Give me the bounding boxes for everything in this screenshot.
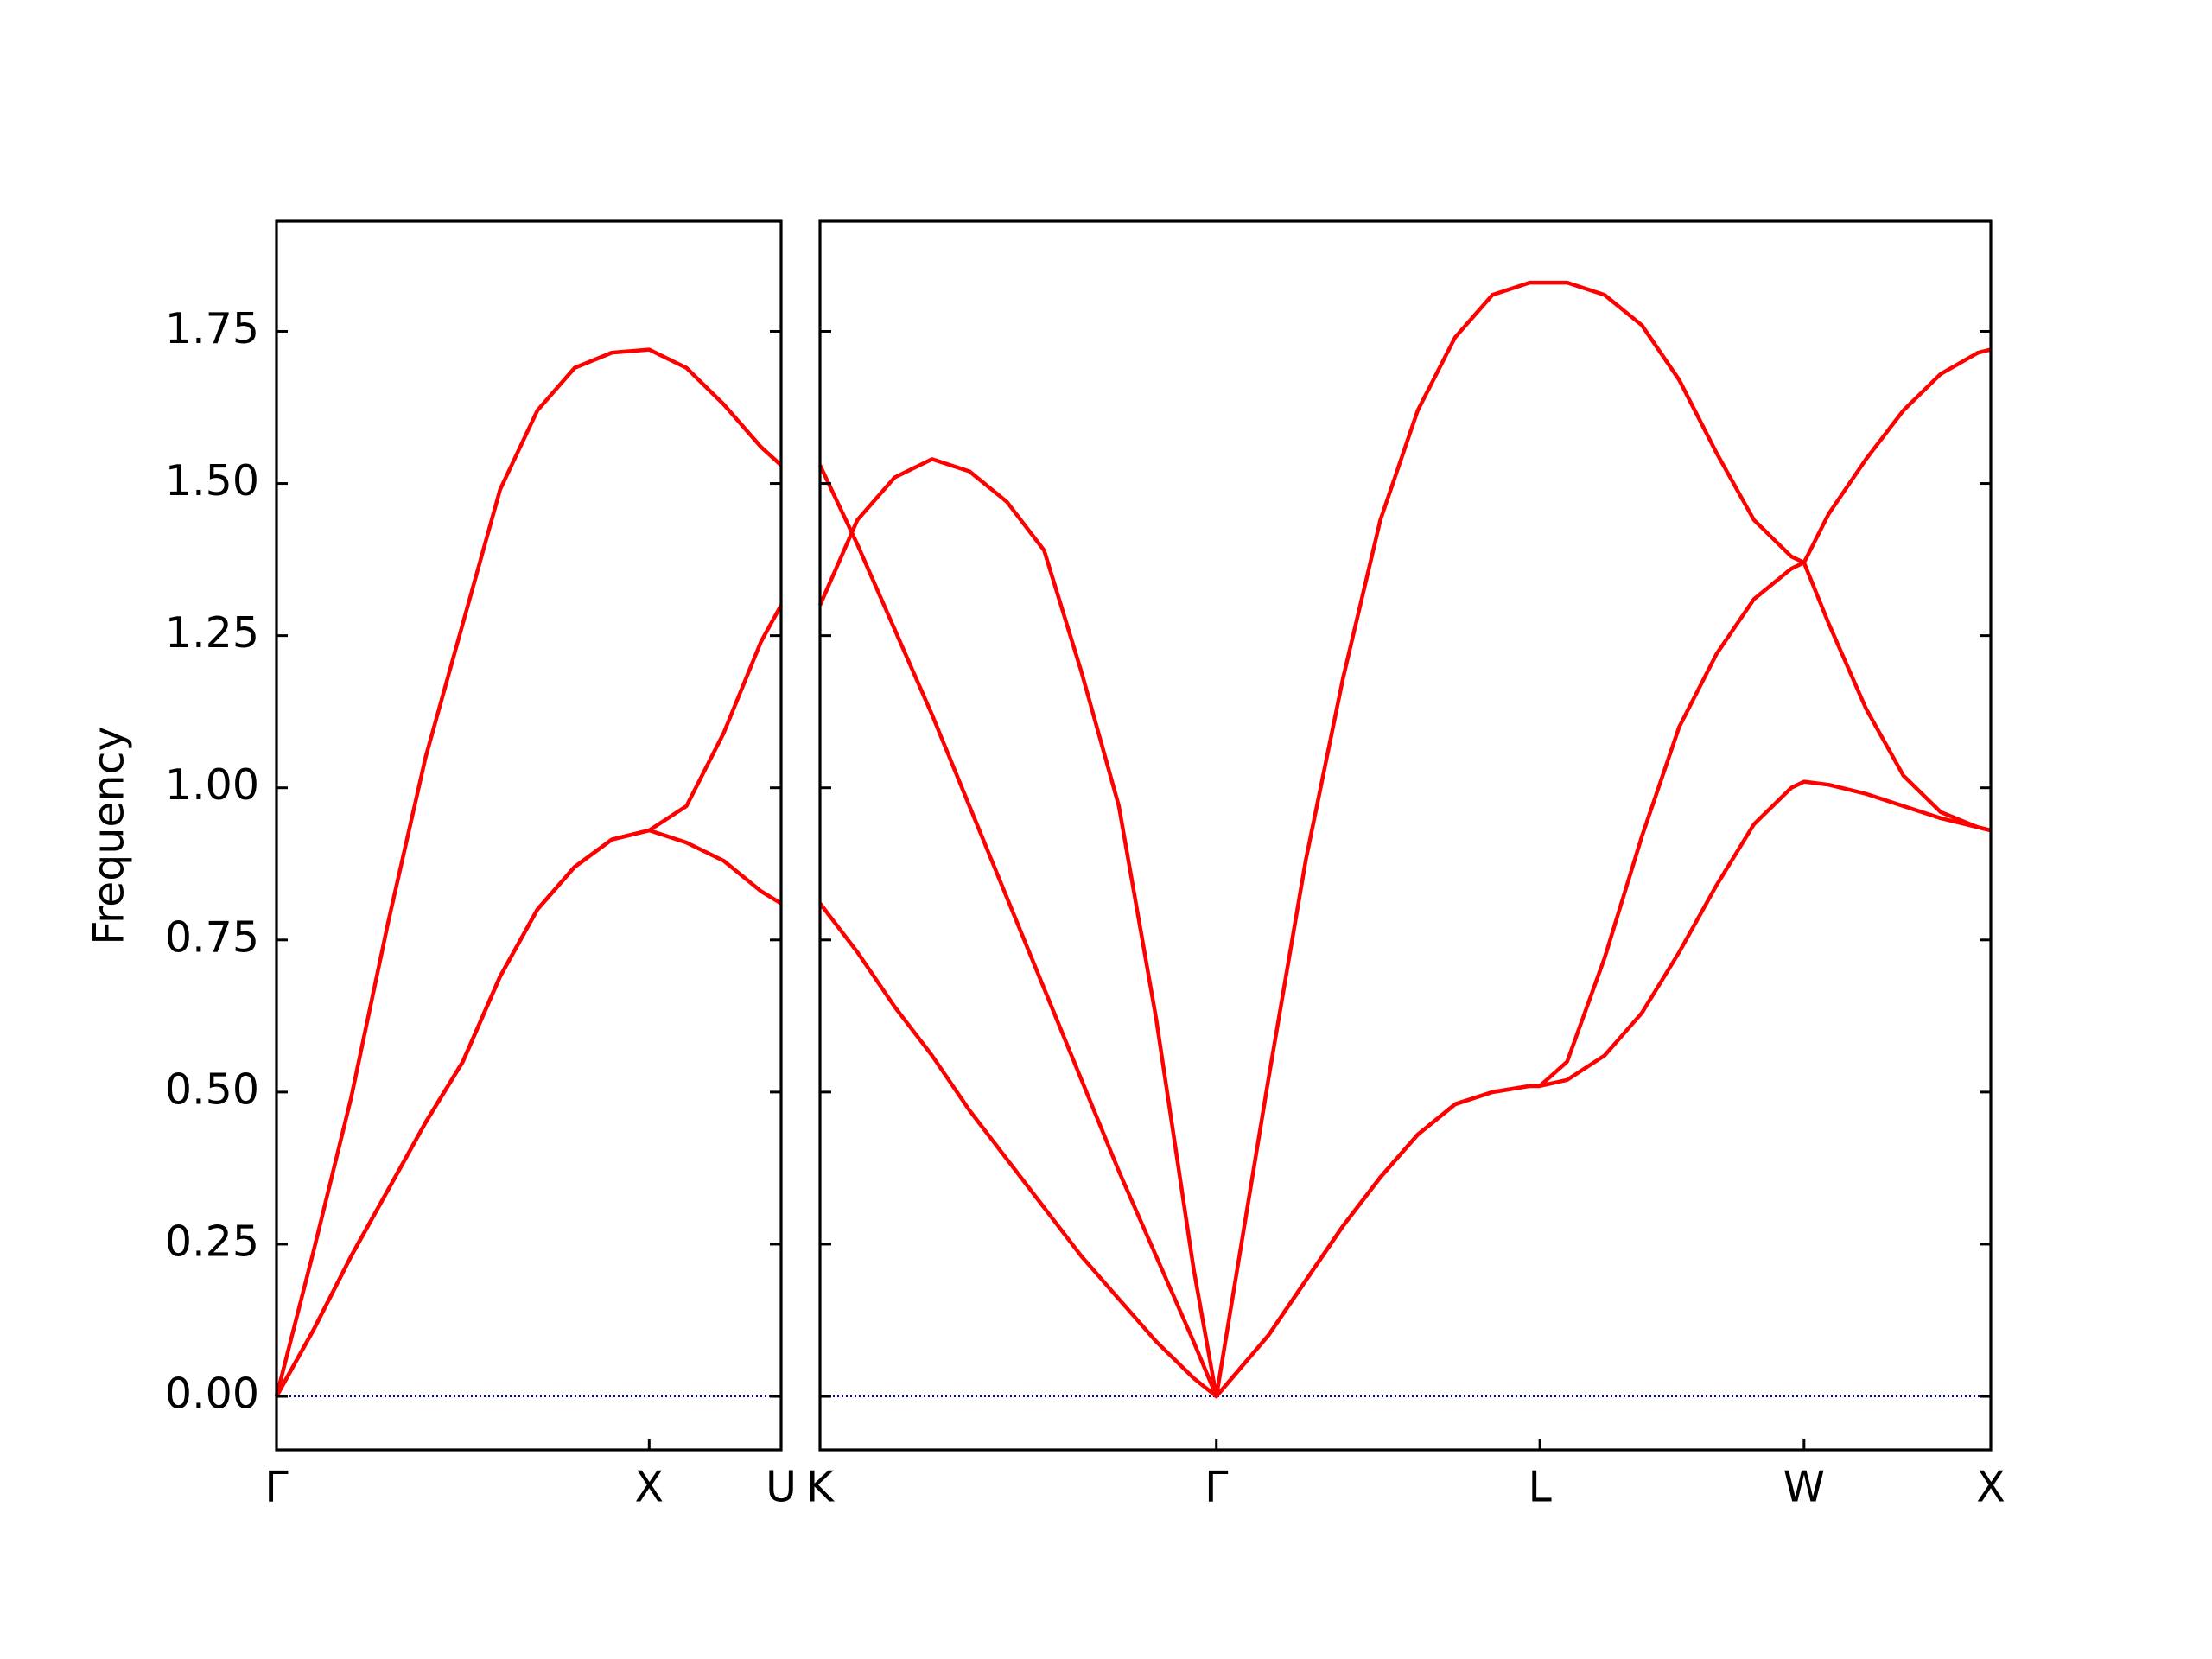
y-tick-label: 1.75	[165, 304, 259, 353]
y-tick-label: 0.75	[165, 912, 259, 962]
x-tick-label: K	[806, 1463, 836, 1512]
x-tick-label: X	[1976, 1463, 2005, 1512]
y-tick-label: 0.00	[165, 1370, 259, 1419]
y-tick-label: 0.50	[165, 1065, 259, 1114]
x-tick-label: L	[1528, 1463, 1552, 1512]
x-tick-label: Γ	[1205, 1463, 1229, 1512]
band-line	[817, 280, 1992, 1399]
y-axis-label: Frequency	[85, 726, 134, 944]
band-line	[818, 779, 1992, 1399]
plot-frame	[818, 219, 1993, 1452]
band-line	[274, 347, 783, 1397]
band-line	[817, 347, 1992, 1399]
x-tick-label: Γ	[264, 1463, 289, 1512]
y-tick-label: 0.25	[165, 1217, 259, 1266]
x-tick-label: X	[635, 1463, 664, 1512]
band-line	[275, 828, 783, 1398]
y-tick-label: 1.50	[165, 456, 259, 505]
x-tick-label: U	[766, 1463, 797, 1512]
y-tick-label: 1.00	[165, 760, 259, 810]
x-tick-label: W	[1783, 1463, 1825, 1512]
band-line	[275, 604, 783, 1398]
plot-frame	[275, 219, 783, 1452]
y-tick-label: 1.25	[165, 608, 259, 658]
